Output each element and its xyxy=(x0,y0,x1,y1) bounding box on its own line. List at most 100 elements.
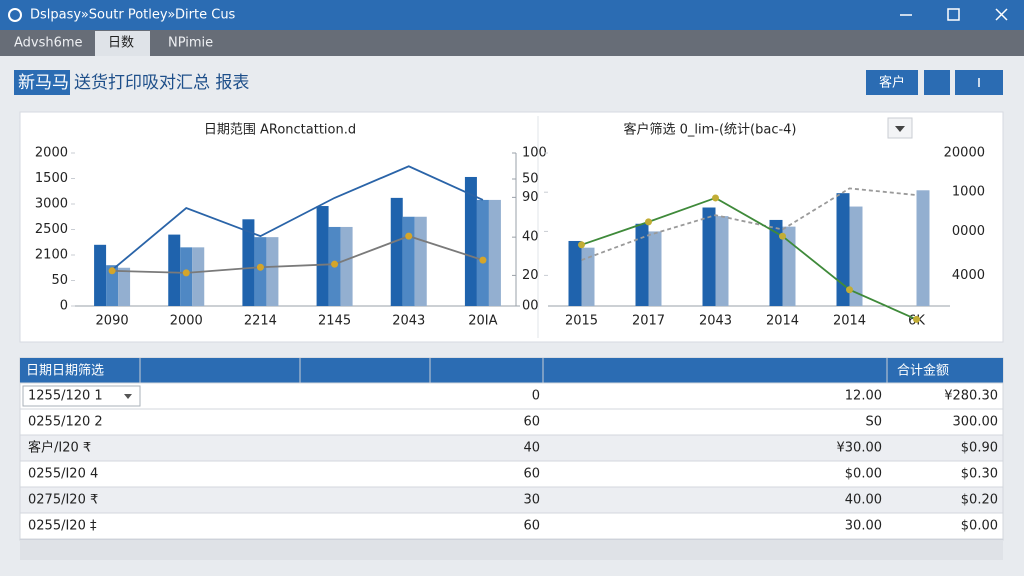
line-marker xyxy=(779,232,786,240)
bar xyxy=(635,223,649,306)
badge-bg xyxy=(14,70,70,95)
bar xyxy=(106,265,119,306)
report-title: 送货打印吸对汇总 报表 xyxy=(74,73,249,93)
bar xyxy=(266,237,279,306)
table-cell: 12.00 xyxy=(845,389,882,404)
combobox-arrow xyxy=(124,394,132,399)
x-tick-label: 2014 xyxy=(833,314,866,329)
table-cell: ¥30.00 xyxy=(837,441,883,456)
table-row xyxy=(19,382,1004,410)
date-combobox[interactable] xyxy=(22,385,141,407)
line-marker xyxy=(846,286,853,294)
line-series xyxy=(112,235,484,274)
table-cell: 40 xyxy=(523,441,540,456)
table-cell: ¥280.30 xyxy=(944,389,998,404)
x-tick-label: 20IA xyxy=(468,314,497,329)
x-tick-label: 2145 xyxy=(318,314,351,329)
window-title: Dslpasy»Soutr Potley»Dirte Cus xyxy=(30,8,236,23)
line-series xyxy=(581,187,917,261)
y-tick-label: 1500 xyxy=(35,171,68,186)
bar xyxy=(414,216,427,306)
line-marker xyxy=(645,218,652,226)
y2-tick-label: 50 xyxy=(522,172,539,187)
bar xyxy=(568,240,582,306)
line-marker xyxy=(331,260,339,268)
app-icon xyxy=(8,8,22,22)
table-cell: 40.00 xyxy=(845,493,882,508)
y-tick-label: 2500 xyxy=(35,222,68,237)
table-cell: $0.20 xyxy=(961,493,998,508)
bar xyxy=(769,219,783,306)
y-tick-label: 1000 xyxy=(952,185,985,200)
close-button[interactable] xyxy=(995,8,1008,21)
y2-tick-label: 00 xyxy=(522,299,539,314)
y-tick-label: 0 xyxy=(60,299,68,314)
line-marker xyxy=(479,256,487,264)
dropdown-arrow xyxy=(895,126,905,132)
y-tick-label: 50 xyxy=(51,273,68,288)
y-tick-label: 4000 xyxy=(952,268,985,283)
bar xyxy=(402,216,415,306)
line-marker xyxy=(182,269,190,277)
bar xyxy=(254,237,267,306)
x-tick-label: 2017 xyxy=(632,314,665,329)
x-tick-label: 2000 xyxy=(170,314,203,329)
table-cell: $0.00 xyxy=(845,467,882,482)
x-tick-label: 2043 xyxy=(699,314,732,329)
y2-tick-label: 100 xyxy=(522,146,547,161)
table-cell: 0255/120 2 xyxy=(28,415,103,430)
y-tick-label: 0000 xyxy=(952,224,985,239)
tab[interactable]: NPimie xyxy=(168,36,213,51)
bar xyxy=(180,247,193,306)
table-cell: S0 xyxy=(865,415,882,430)
button-label[interactable]: 客户 xyxy=(879,75,905,91)
bar xyxy=(168,234,181,306)
column-header: 日期日期筛选 xyxy=(26,364,104,379)
y-tick-label: 3000 xyxy=(35,197,68,212)
status-bar xyxy=(20,540,1003,560)
x-tick-label: 2090 xyxy=(96,314,129,329)
table-cell: 0 xyxy=(532,389,540,404)
table-row xyxy=(19,434,1004,462)
table-cell: 60 xyxy=(523,519,540,534)
table-cell: 0255/I20 4 xyxy=(28,467,98,482)
line-marker xyxy=(405,232,413,240)
bar xyxy=(464,176,477,306)
maximize-button[interactable] xyxy=(947,8,960,21)
bar xyxy=(192,247,205,306)
tab[interactable]: Advsh6me xyxy=(14,36,83,51)
y-tick-label: 20000 xyxy=(944,146,985,161)
bar xyxy=(316,206,329,306)
table-header xyxy=(20,358,1003,383)
bar xyxy=(340,226,353,306)
tab[interactable]: 日数 xyxy=(108,36,134,51)
active-tab[interactable] xyxy=(95,31,150,56)
bar xyxy=(488,199,501,306)
y-tick-label: 2000 xyxy=(35,146,68,161)
line-marker xyxy=(712,194,719,202)
table-cell: $0.00 xyxy=(961,519,998,534)
x-tick-label: 2015 xyxy=(565,314,598,329)
table-row xyxy=(19,486,1004,514)
line-series xyxy=(581,196,917,321)
bar xyxy=(581,247,595,306)
bar xyxy=(702,207,716,306)
tab-bar xyxy=(0,30,1024,56)
toolbar-button[interactable] xyxy=(924,70,950,95)
chart-title: 客户筛选 0_lim-(统计(bac-4) xyxy=(623,122,796,138)
y2-tick-label: 20 xyxy=(522,268,539,283)
column-header: 合计金额 xyxy=(897,363,949,379)
x-tick-label: 2043 xyxy=(392,314,425,329)
table-cell: 30 xyxy=(523,493,540,508)
bar xyxy=(476,199,489,306)
line-marker xyxy=(256,263,264,271)
table-row xyxy=(19,512,1004,540)
line-marker xyxy=(913,315,920,323)
bar xyxy=(782,226,796,306)
customer-button[interactable] xyxy=(866,70,918,95)
bar xyxy=(715,216,729,306)
bar xyxy=(849,206,863,306)
line-marker xyxy=(108,267,116,275)
table-cell: 300.00 xyxy=(953,415,999,430)
